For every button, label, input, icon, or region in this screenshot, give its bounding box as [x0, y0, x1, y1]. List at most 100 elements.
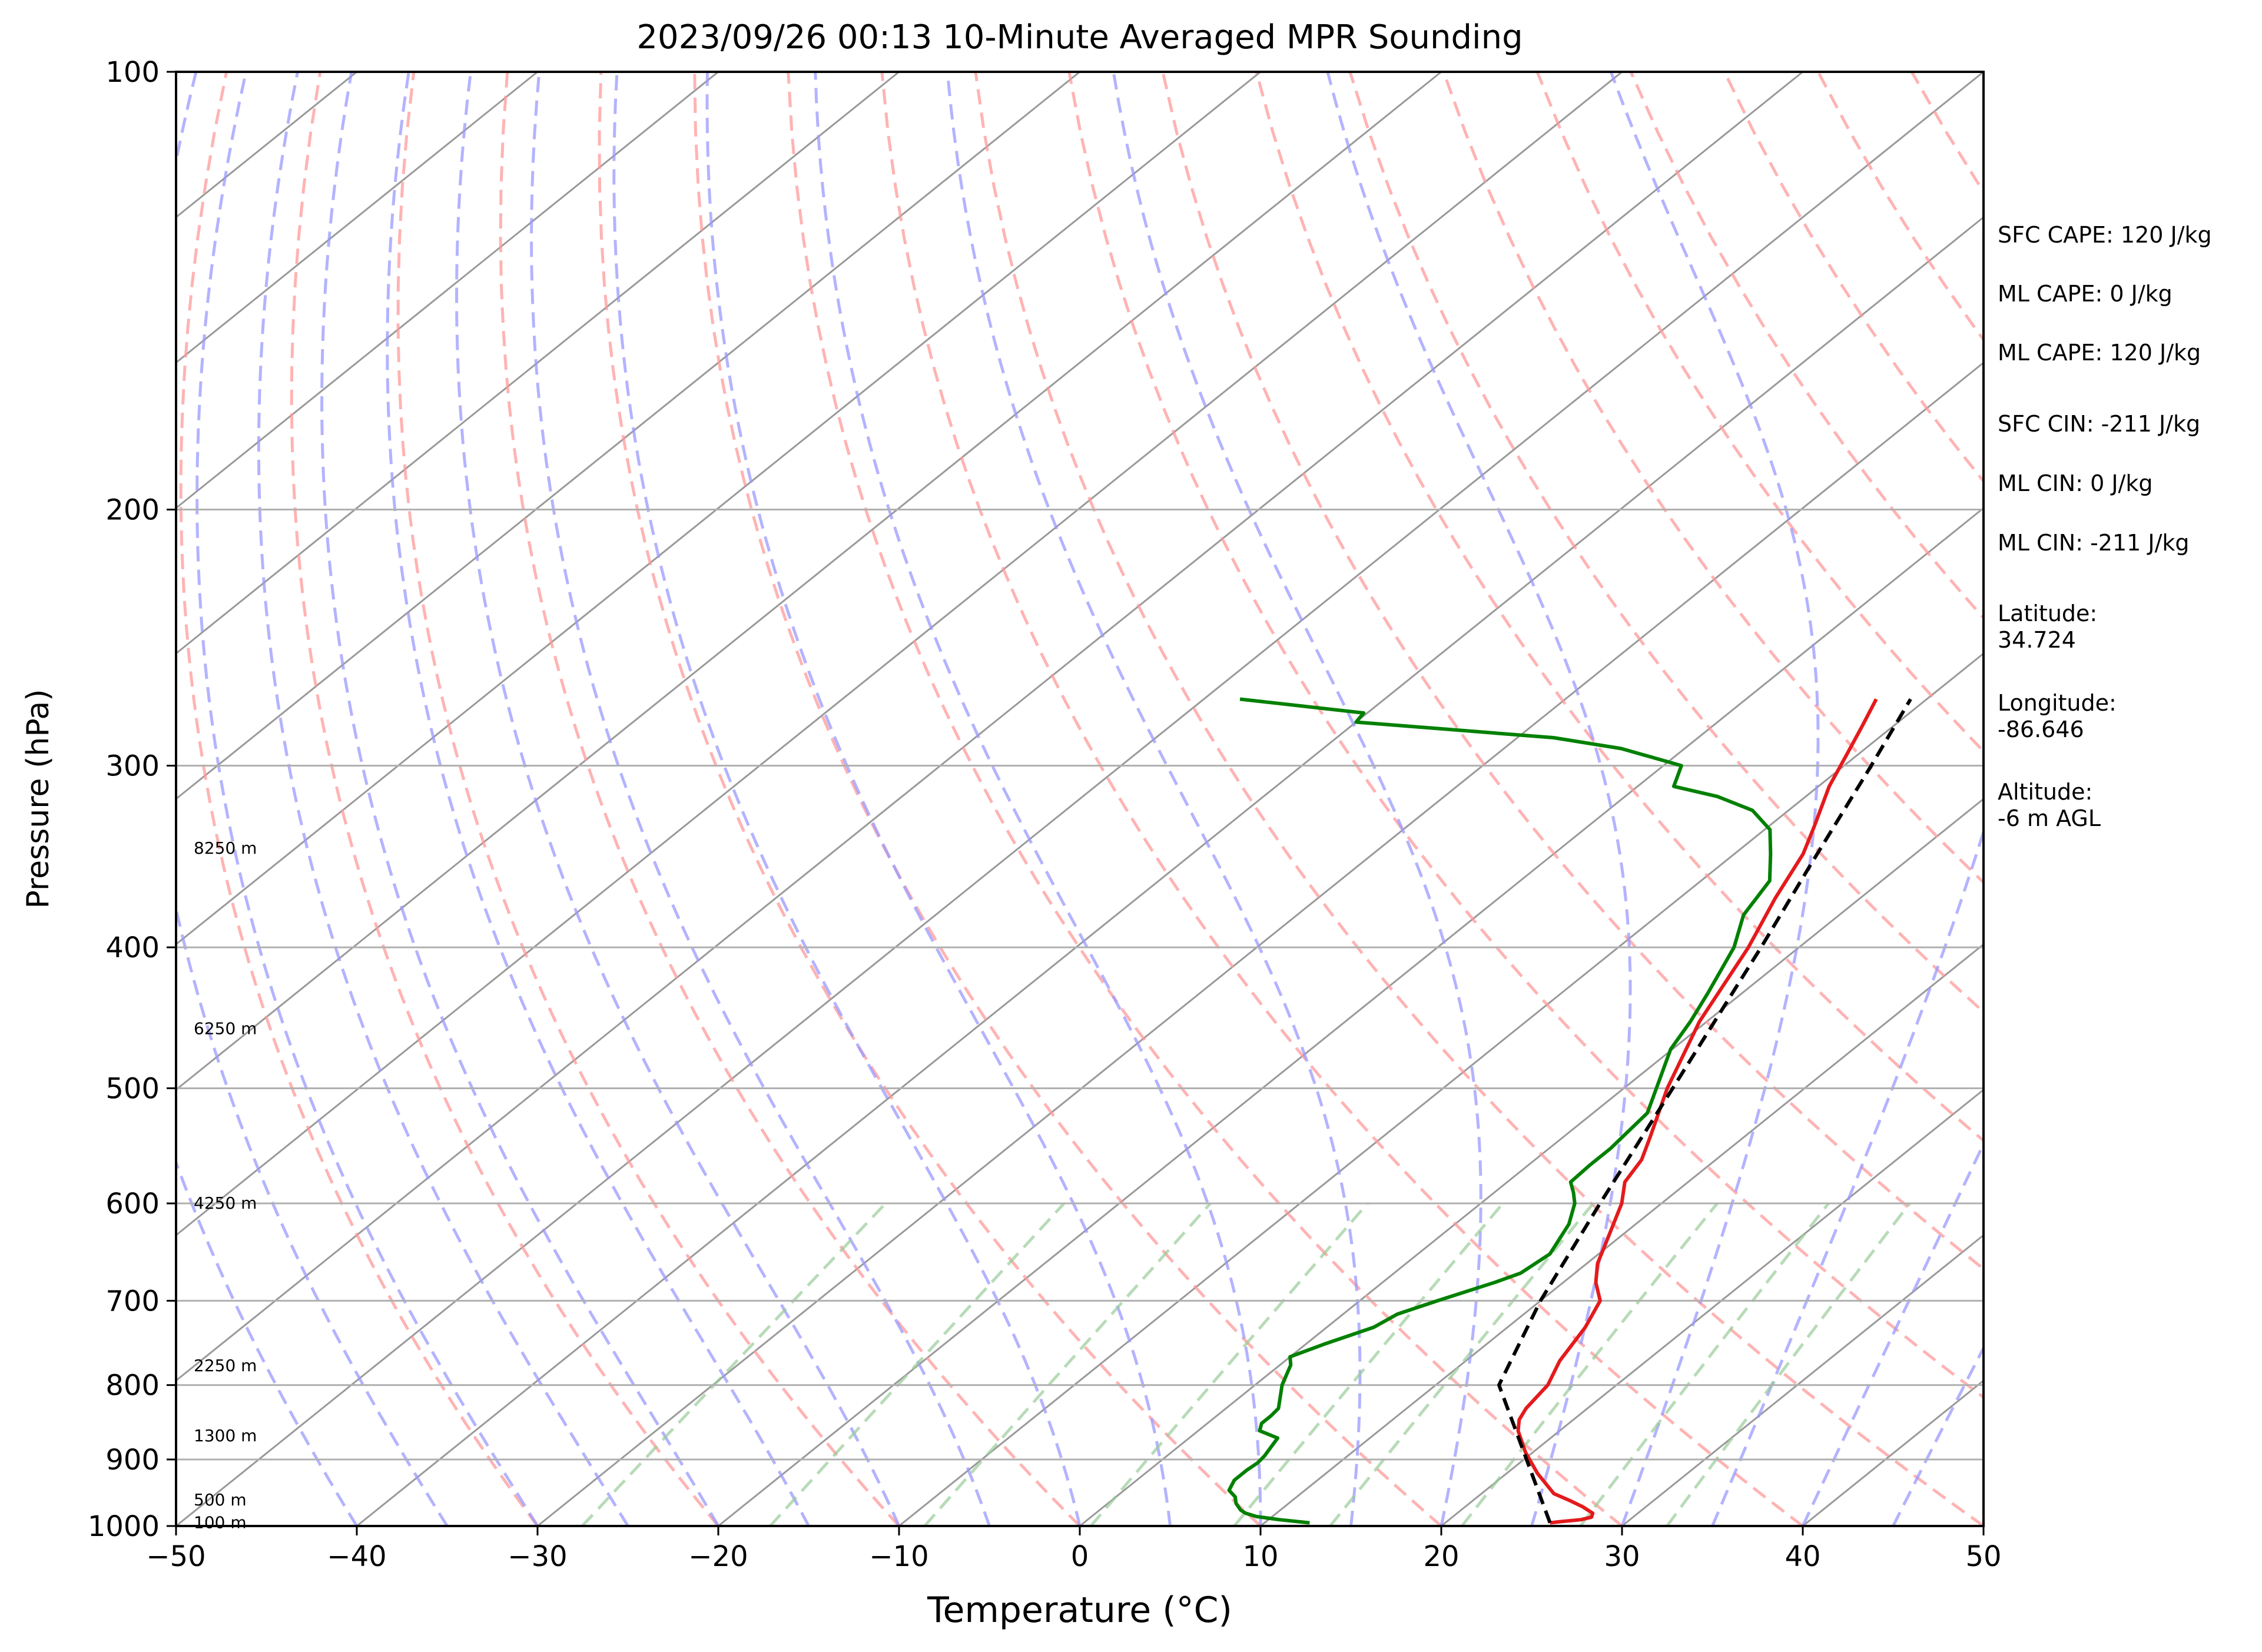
height-labels: 100 m 500 m 1300 m 2250 m 4250 m 6250 m 8250 m: [194, 838, 257, 1532]
annotation-text: SFC CAPE: 120 J/kg: [1998, 222, 2212, 248]
height-label: 4250 m: [194, 1193, 257, 1213]
isotherm-line: [537, 361, 1984, 1526]
dry-adiabat: [880, 72, 1804, 1526]
moist-adiabat: [814, 72, 1262, 1526]
mixing-ratio-line: [923, 1202, 1212, 1526]
dry-adiabat: [787, 72, 1623, 1526]
annotation-text: -6 m AGL: [1998, 805, 2101, 831]
annotation-text: 34.724: [1998, 627, 2076, 653]
height-label: 8250 m: [194, 838, 257, 858]
dry-adiabat: [179, 72, 539, 1526]
moist-adiabat: [1326, 72, 1632, 1526]
isotherm-line: [176, 72, 1080, 800]
isotherm-line: [1079, 798, 1984, 1526]
y-tick-label: 400: [105, 931, 160, 964]
moist-adiabat: [946, 72, 1362, 1526]
height-label: 100 m: [194, 1513, 247, 1532]
mixing-ratio-line: [1089, 1202, 1369, 1526]
annotation-text: Altitude:: [1998, 779, 2092, 805]
y-tick-label: 800: [105, 1369, 160, 1402]
isotherm-line: [176, 72, 1442, 1091]
dry-adiabat: [1535, 72, 1984, 754]
y-tick-label: 300: [105, 749, 160, 782]
annotation-text: Longitude:: [1998, 690, 2117, 716]
y-tick-label: 1000: [88, 1510, 160, 1543]
y-tick-label: 100: [105, 56, 160, 89]
isotherm-line: [1441, 1089, 1984, 1526]
height-label: 500 m: [194, 1490, 247, 1510]
annotation-text: -86.646: [1998, 716, 2084, 742]
isotherm-line: [356, 216, 1984, 1526]
x-tick-label: 50: [1965, 1540, 2001, 1573]
x-tick-label: −20: [688, 1540, 748, 1573]
height-label: 1300 m: [194, 1426, 257, 1445]
moist-adiabat: [176, 72, 449, 1526]
isotherm-line: [176, 72, 538, 364]
isotherm-line: [718, 507, 1984, 1526]
moist-adiabat: [1711, 72, 1984, 1526]
isotherm-line: [1621, 1234, 1984, 1526]
annotation-text: ML CIN: 0 J/kg: [1998, 470, 2152, 496]
dry-adiabat: [974, 72, 1984, 1526]
mixing-ratio-line: [1233, 1202, 1504, 1526]
y-tick-label: 200: [105, 494, 160, 527]
moist-adiabat: [176, 1158, 359, 1526]
y-tick-label: 900: [105, 1444, 160, 1477]
height-label: 6250 m: [194, 1019, 257, 1038]
x-axis: −50 −40 −30 −20 −10 0 10 20 30 40 50: [146, 1526, 2002, 1573]
x-tick-label: 30: [1604, 1540, 1640, 1573]
moist-adiabat: [612, 72, 1082, 1526]
x-tick-label: 0: [1071, 1540, 1089, 1573]
x-tick-label: −10: [869, 1540, 928, 1573]
moist-adiabat: [320, 72, 720, 1526]
isotherm-line: [176, 72, 1984, 1526]
moist-adiabat: [195, 72, 539, 1526]
annotation-text: Latitude:: [1998, 601, 2097, 626]
y-tick-label: 600: [105, 1187, 160, 1220]
isotherm-line: [176, 72, 1803, 1382]
chart-title: 2023/09/26 00:13 10-Minute Averaged MPR …: [636, 18, 1523, 57]
annotation-text: SFC CIN: -211 J/kg: [1998, 411, 2200, 437]
info-annotations: SFC CAPE: 120 J/kg ML CAPE: 0 J/kg ML CAPE…: [1998, 222, 2212, 831]
x-tick-label: −40: [327, 1540, 386, 1573]
moist-adiabat: [1112, 72, 1482, 1526]
y-tick-label: 500: [105, 1072, 160, 1105]
annotation-text: ML CIN: -211 J/kg: [1998, 530, 2190, 556]
x-tick-label: −30: [508, 1540, 567, 1573]
moist-adiabat: [455, 72, 901, 1526]
x-tick-label: 20: [1423, 1540, 1459, 1573]
x-tick-label: 10: [1242, 1540, 1278, 1573]
dry-adiabat: [598, 72, 1262, 1526]
isotherm-line: [176, 72, 900, 655]
y-tick-label: 700: [105, 1285, 160, 1318]
moist-adiabat: [530, 72, 991, 1526]
x-tick-label: 40: [1785, 1540, 1820, 1573]
dry-adiabat: [1442, 72, 1984, 885]
isotherm-line: [1260, 943, 1984, 1526]
annotation-text: ML CAPE: 120 J/kg: [1998, 340, 2201, 366]
moist-adiabat: [257, 72, 629, 1526]
dry-adiabat: [1067, 72, 1984, 1399]
height-label: 2250 m: [194, 1356, 257, 1375]
moist-adiabat: [386, 72, 810, 1526]
dry-adiabat: [693, 72, 1442, 1526]
isotherm-line: [176, 72, 1623, 1236]
x-axis-label: Temperature (°C): [927, 1590, 1232, 1631]
dry-adiabat: [290, 72, 719, 1526]
isotherm-line: [176, 72, 1261, 946]
isotherm-line: [176, 72, 719, 509]
series-line-3: [1497, 698, 1912, 1524]
sounding-profiles: [1227, 697, 1912, 1525]
annotation-text: ML CAPE: 0 J/kg: [1998, 281, 2173, 307]
y-axis: 1000 900 800 700 600 500 400 300 200 100: [88, 56, 176, 1543]
background-lines: [176, 72, 1984, 1526]
y-axis-label: Pressure (hPa): [21, 689, 56, 909]
x-tick-label: −50: [146, 1540, 205, 1573]
series-line-1: [1516, 698, 1878, 1525]
mixing-ratio-line: [1329, 1202, 1595, 1526]
moist-adiabat: [705, 72, 1172, 1526]
series-line-2: [1227, 697, 1773, 1525]
isotherm-line: [898, 652, 1984, 1526]
